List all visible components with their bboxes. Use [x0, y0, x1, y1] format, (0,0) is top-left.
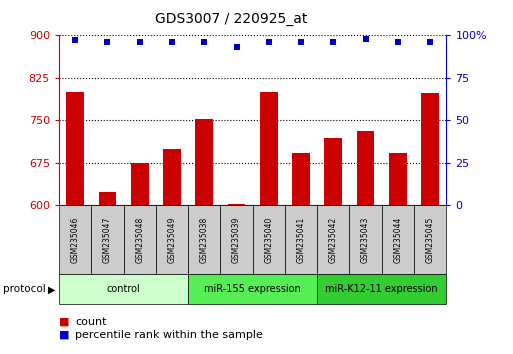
Text: count: count: [75, 317, 107, 327]
Bar: [98, 192, 116, 205]
Bar: [357, 131, 374, 205]
Point: [103, 39, 111, 45]
Text: protocol: protocol: [3, 284, 45, 295]
Bar: [421, 93, 439, 205]
Text: GSM235042: GSM235042: [329, 217, 338, 263]
Point: [232, 45, 241, 50]
Point: [265, 39, 273, 45]
Bar: [163, 149, 181, 205]
Text: control: control: [107, 284, 141, 295]
Bar: [324, 138, 342, 205]
Point: [71, 38, 79, 43]
Text: GSM235038: GSM235038: [200, 217, 209, 263]
Bar: [260, 92, 278, 205]
Point: [329, 39, 338, 45]
Text: GSM235040: GSM235040: [264, 217, 273, 263]
Point: [135, 39, 144, 45]
Point: [297, 39, 305, 45]
Text: ■: ■: [59, 330, 69, 339]
Bar: [66, 92, 84, 205]
Text: GDS3007 / 220925_at: GDS3007 / 220925_at: [154, 12, 307, 27]
Bar: [292, 153, 310, 205]
Text: ▶: ▶: [48, 284, 55, 295]
Point: [362, 36, 370, 42]
Point: [394, 39, 402, 45]
Text: GSM235039: GSM235039: [232, 217, 241, 263]
Text: GSM235043: GSM235043: [361, 217, 370, 263]
Point: [168, 39, 176, 45]
Text: percentile rank within the sample: percentile rank within the sample: [75, 330, 263, 339]
Point: [200, 39, 208, 45]
Text: GSM235049: GSM235049: [167, 217, 176, 263]
Text: GSM235048: GSM235048: [135, 217, 144, 263]
Bar: [195, 119, 213, 205]
Text: miR-K12-11 expression: miR-K12-11 expression: [325, 284, 438, 295]
Text: GSM235047: GSM235047: [103, 217, 112, 263]
Bar: [131, 163, 149, 205]
Text: GSM235041: GSM235041: [297, 217, 306, 263]
Text: GSM235046: GSM235046: [71, 217, 80, 263]
Text: ■: ■: [59, 317, 69, 327]
Text: GSM235045: GSM235045: [426, 217, 435, 263]
Point: [426, 39, 435, 45]
Text: miR-155 expression: miR-155 expression: [204, 284, 301, 295]
Bar: [228, 204, 245, 205]
Text: GSM235044: GSM235044: [393, 217, 402, 263]
Bar: [389, 153, 407, 205]
